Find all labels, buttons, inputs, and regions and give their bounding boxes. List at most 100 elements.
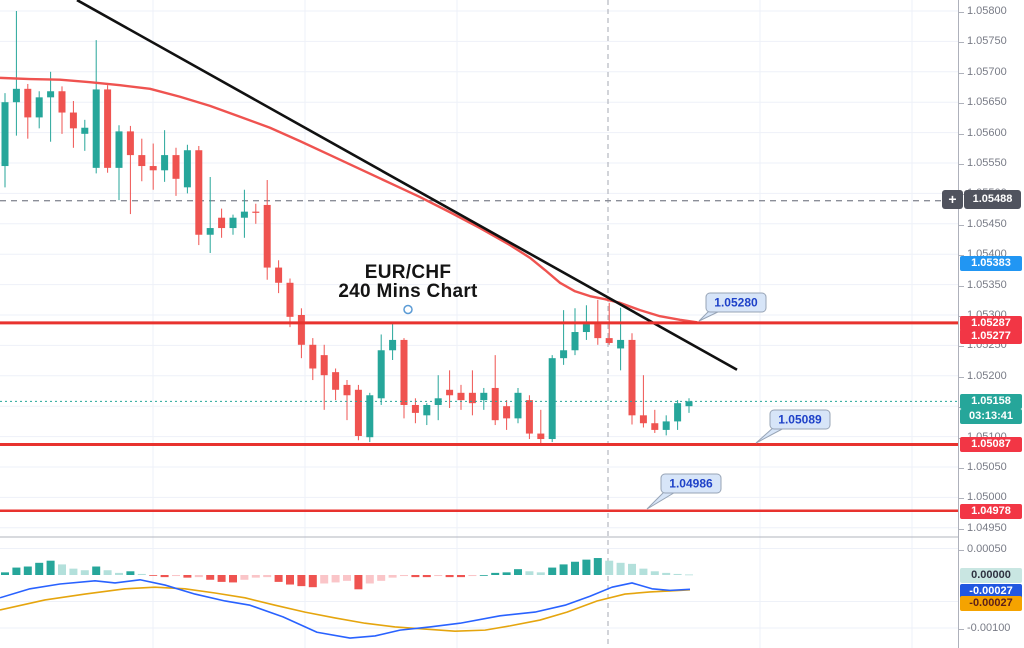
candle-body	[332, 372, 340, 390]
candle-body	[138, 155, 146, 167]
macd-histogram-bar	[365, 575, 374, 584]
price-callout[interactable]: 1.04986	[646, 473, 722, 510]
axis-tick-label: 1.05350	[959, 278, 1007, 291]
macd-histogram-bar	[673, 573, 682, 575]
candle-body	[24, 88, 32, 118]
macd-histogram-bar	[582, 559, 591, 575]
candle-body	[400, 339, 408, 405]
macd-histogram-bar	[434, 575, 443, 577]
macd-histogram-bar	[160, 575, 169, 578]
macd-histogram-bar	[468, 575, 477, 577]
candle-body	[548, 358, 556, 440]
macd-histogram-bar	[251, 575, 260, 578]
axis-tick-label: 1.05200	[959, 369, 1007, 382]
candle-body	[354, 389, 362, 436]
macd-hist-value-label: 0.00000	[960, 567, 1022, 583]
candle-body	[366, 395, 374, 438]
macd-histogram-bar	[12, 567, 21, 575]
price-callout[interactable]: 1.05280	[698, 292, 767, 322]
macd-histogram-bar	[58, 564, 66, 575]
macd-histogram-bar	[35, 562, 44, 575]
candle-body	[662, 421, 670, 430]
resistance-price-label: 1.05277	[960, 328, 1022, 344]
callout-box[interactable]	[660, 473, 722, 494]
macd-histogram-bar	[445, 575, 454, 578]
macd-histogram-bar	[491, 572, 500, 575]
macd-histogram-bar	[388, 575, 397, 578]
macd-histogram-bar	[308, 575, 317, 588]
macd-histogram-bar	[628, 563, 636, 575]
candle-body	[423, 404, 431, 416]
macd-histogram-bar	[274, 575, 283, 582]
candle-body	[491, 387, 499, 421]
macd-histogram-bar	[23, 566, 32, 575]
last-price-label: 1.05158	[960, 393, 1022, 409]
candle-body	[537, 433, 545, 440]
candle-body	[58, 91, 66, 113]
candle-body	[229, 217, 237, 229]
callout-box[interactable]	[769, 409, 831, 430]
macd-histogram-bar	[92, 566, 101, 575]
candle-body	[218, 217, 226, 229]
macd-histogram-bar	[240, 575, 249, 580]
candle-body	[263, 204, 271, 268]
price-callout[interactable]: 1.05089	[755, 409, 831, 444]
candle-body	[206, 228, 214, 235]
candle-body	[1, 102, 9, 167]
candle-body	[639, 415, 647, 424]
macd-histogram-bar	[103, 570, 112, 575]
candle-body	[343, 384, 351, 396]
macd-histogram-bar	[172, 575, 180, 577]
add-alert-button[interactable]: +	[942, 190, 963, 209]
macd-histogram-bar	[297, 575, 306, 587]
candle-body	[309, 344, 317, 369]
macd-histogram-bar	[217, 575, 226, 582]
macd-histogram-bar	[559, 564, 568, 575]
candle-body	[69, 112, 77, 129]
macd-histogram-bar	[400, 575, 408, 577]
candle-body	[126, 131, 134, 156]
macd-histogram-bar	[126, 571, 135, 575]
axis-tick-label: 1.05550	[959, 157, 1007, 169]
macd-histogram-bar	[183, 575, 192, 578]
macd-histogram-bar	[263, 575, 272, 578]
axis-tick-label: 1.05750	[959, 35, 1007, 48]
axis-tick-label: 0.00050	[959, 542, 1007, 555]
macd-histogram-bar	[502, 572, 511, 575]
candle-body	[651, 423, 659, 430]
macd-histogram-bar	[571, 561, 579, 575]
chart-watermark: EUR/CHF 240 Mins Chart	[313, 263, 503, 301]
candle-body	[297, 315, 305, 345]
callout-box[interactable]	[705, 292, 767, 313]
callout-tail	[646, 490, 679, 510]
macd-histogram-bar	[194, 575, 203, 578]
macd-histogram-bar	[320, 575, 329, 584]
macd-histogram-bar	[286, 575, 294, 585]
candle-body	[92, 89, 100, 168]
macd-histogram-bar	[422, 575, 431, 578]
alert-price-label[interactable]: 1.05488	[964, 190, 1021, 209]
candle-body	[628, 339, 636, 416]
candle-body	[104, 89, 112, 168]
candle-body	[115, 131, 123, 168]
candle-body	[514, 392, 522, 419]
moving-average-line[interactable]	[0, 76, 698, 324]
axis-tick-label: 1.05600	[959, 126, 1007, 139]
macd-histogram-bar	[69, 568, 78, 575]
callout-price-text: 1.05280	[714, 296, 758, 310]
macd-histogram-bar	[662, 572, 671, 575]
axis-tick-label: 1.04950	[959, 521, 1007, 534]
price-axis[interactable]: 1.05800 1.05750 1.05700 1.05650 1.05600 1.055…	[942, 0, 1024, 648]
candle-body	[275, 267, 283, 283]
macd-histogram-bar	[514, 569, 522, 575]
macd-histogram-bar	[80, 570, 89, 575]
axis-tick-label: 1.05800	[959, 5, 1007, 17]
macd-histogram-bar	[411, 575, 420, 578]
resistance-price-label: 1.05287	[960, 315, 1022, 331]
candle-body	[389, 339, 397, 351]
support-price-label: 1.05087	[960, 436, 1022, 452]
candle-body	[582, 324, 590, 333]
descending-trendline[interactable]	[76, 0, 738, 371]
candle-body	[594, 324, 602, 339]
